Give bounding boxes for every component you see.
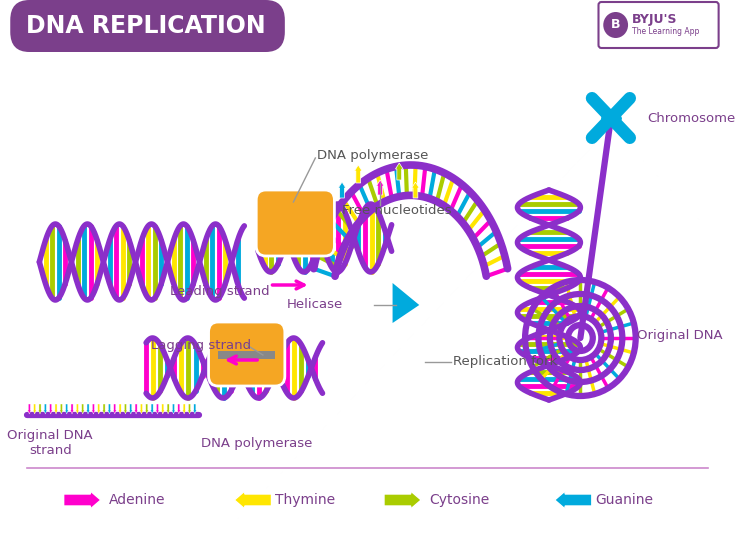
- FancyArrow shape: [108, 404, 111, 414]
- Polygon shape: [64, 491, 100, 509]
- FancyArrow shape: [172, 404, 176, 414]
- FancyArrow shape: [49, 404, 52, 414]
- FancyArrow shape: [124, 404, 127, 414]
- FancyArrow shape: [97, 404, 100, 414]
- FancyArrow shape: [92, 404, 95, 414]
- Bar: [218, 351, 275, 359]
- FancyBboxPatch shape: [10, 0, 285, 52]
- FancyArrow shape: [151, 404, 154, 414]
- FancyArrow shape: [118, 404, 122, 414]
- Circle shape: [603, 12, 628, 38]
- FancyArrow shape: [338, 182, 346, 198]
- FancyArrow shape: [182, 404, 186, 414]
- Text: Original DNA: Original DNA: [637, 328, 722, 342]
- Text: Chromosome: Chromosome: [647, 111, 735, 125]
- FancyArrow shape: [65, 404, 68, 414]
- FancyArrow shape: [28, 404, 31, 414]
- Polygon shape: [234, 491, 272, 509]
- Text: Thymine: Thymine: [275, 493, 335, 507]
- FancyArrow shape: [113, 404, 116, 414]
- FancyArrow shape: [86, 404, 90, 414]
- Text: Adenine: Adenine: [109, 493, 165, 507]
- Text: The Learning App: The Learning App: [632, 28, 699, 36]
- FancyArrow shape: [134, 404, 138, 414]
- FancyArrow shape: [412, 182, 419, 198]
- Text: Replication fork: Replication fork: [453, 356, 557, 368]
- Text: Leading strand: Leading strand: [170, 286, 270, 298]
- FancyArrow shape: [188, 404, 191, 414]
- Polygon shape: [555, 491, 592, 509]
- FancyArrow shape: [33, 404, 36, 414]
- Text: Original DNA
strand: Original DNA strand: [8, 429, 93, 457]
- FancyArrow shape: [103, 404, 106, 414]
- Polygon shape: [384, 491, 422, 509]
- FancyArrow shape: [145, 404, 148, 414]
- FancyArrow shape: [76, 404, 79, 414]
- FancyBboxPatch shape: [256, 190, 334, 256]
- Text: Lagging strand: Lagging strand: [152, 338, 251, 351]
- FancyArrow shape: [177, 404, 181, 414]
- Text: DNA polymerase: DNA polymerase: [317, 149, 429, 161]
- FancyArrow shape: [44, 404, 47, 414]
- Polygon shape: [392, 283, 419, 323]
- FancyArrow shape: [161, 404, 164, 414]
- Text: DNA REPLICATION: DNA REPLICATION: [26, 14, 266, 38]
- Text: Helicase: Helicase: [286, 298, 343, 311]
- FancyArrow shape: [166, 404, 170, 414]
- FancyArrow shape: [395, 163, 403, 180]
- FancyArrow shape: [355, 165, 362, 183]
- Text: Cytosine: Cytosine: [429, 493, 489, 507]
- FancyArrow shape: [60, 404, 63, 414]
- Text: Guanine: Guanine: [596, 493, 654, 507]
- FancyArrow shape: [81, 404, 85, 414]
- FancyArrow shape: [140, 404, 143, 414]
- Text: BYJU'S: BYJU'S: [632, 12, 677, 26]
- FancyBboxPatch shape: [209, 322, 285, 386]
- FancyArrow shape: [194, 404, 196, 414]
- FancyArrow shape: [54, 404, 58, 414]
- FancyArrow shape: [70, 404, 74, 414]
- FancyArrow shape: [156, 404, 159, 414]
- FancyArrow shape: [38, 404, 42, 414]
- FancyArrow shape: [129, 404, 133, 414]
- FancyArrow shape: [376, 180, 384, 195]
- FancyBboxPatch shape: [598, 2, 718, 48]
- Text: B: B: [611, 19, 620, 31]
- Text: Free nucleotides: Free nucleotides: [342, 204, 452, 216]
- Text: DNA polymerase: DNA polymerase: [201, 437, 312, 449]
